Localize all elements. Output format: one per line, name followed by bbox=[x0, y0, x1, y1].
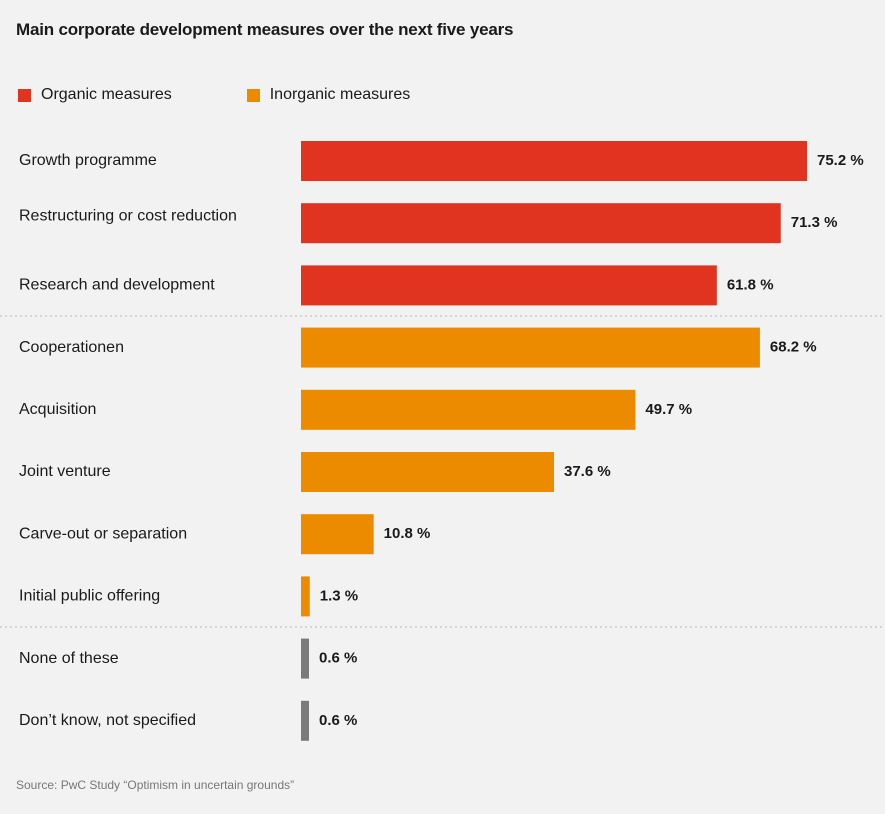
chart-title: Main corporate development measures over… bbox=[16, 20, 514, 39]
category-label: Growth programme bbox=[19, 152, 157, 169]
category-label: None of these bbox=[19, 650, 119, 667]
data-label: 0.6 % bbox=[319, 712, 357, 729]
legend-swatch-organic bbox=[18, 88, 31, 102]
legend-item-organic: Organic measures bbox=[18, 86, 172, 104]
category-label: Research and development bbox=[19, 277, 215, 294]
data-label: 0.6 % bbox=[319, 650, 357, 667]
category-label: Joint venture bbox=[19, 463, 111, 480]
legend: Organic measures Inorganic measures bbox=[18, 86, 485, 104]
legend-item-inorganic: Inorganic measures bbox=[246, 86, 411, 104]
category-label: Initial public offering bbox=[19, 588, 160, 605]
bar bbox=[301, 327, 760, 368]
bar bbox=[301, 638, 309, 679]
category-label: Acquisition bbox=[19, 401, 96, 418]
source-note: Source: PwC Study “Optimism in uncertain… bbox=[16, 778, 295, 792]
category-label: Don’t know, not specified bbox=[19, 712, 196, 729]
bar bbox=[301, 514, 374, 555]
data-label: 68.2 % bbox=[770, 339, 817, 356]
bar bbox=[301, 452, 554, 492]
data-label: 71.3 % bbox=[791, 214, 838, 231]
data-label: 10.8 % bbox=[384, 525, 431, 542]
category-label: Carve-out or separation bbox=[19, 525, 187, 542]
bar bbox=[301, 576, 310, 617]
data-label: 49.7 % bbox=[645, 401, 692, 418]
bar bbox=[301, 700, 309, 741]
data-label: 37.6 % bbox=[564, 463, 611, 480]
category-label: Cooperationen bbox=[19, 339, 124, 356]
legend-label-inorganic: Inorganic measures bbox=[269, 86, 411, 103]
bar bbox=[301, 265, 717, 306]
data-label: 1.3 % bbox=[320, 587, 358, 604]
bar bbox=[301, 389, 636, 430]
bar bbox=[301, 203, 781, 244]
bar bbox=[301, 141, 807, 181]
data-label: 61.8 % bbox=[727, 276, 774, 293]
data-label: 75.2 % bbox=[817, 152, 864, 169]
category-label: Restructuring or cost reduction bbox=[19, 207, 237, 224]
legend-swatch-inorganic bbox=[246, 88, 260, 102]
legend-label-organic: Organic measures bbox=[41, 86, 172, 103]
